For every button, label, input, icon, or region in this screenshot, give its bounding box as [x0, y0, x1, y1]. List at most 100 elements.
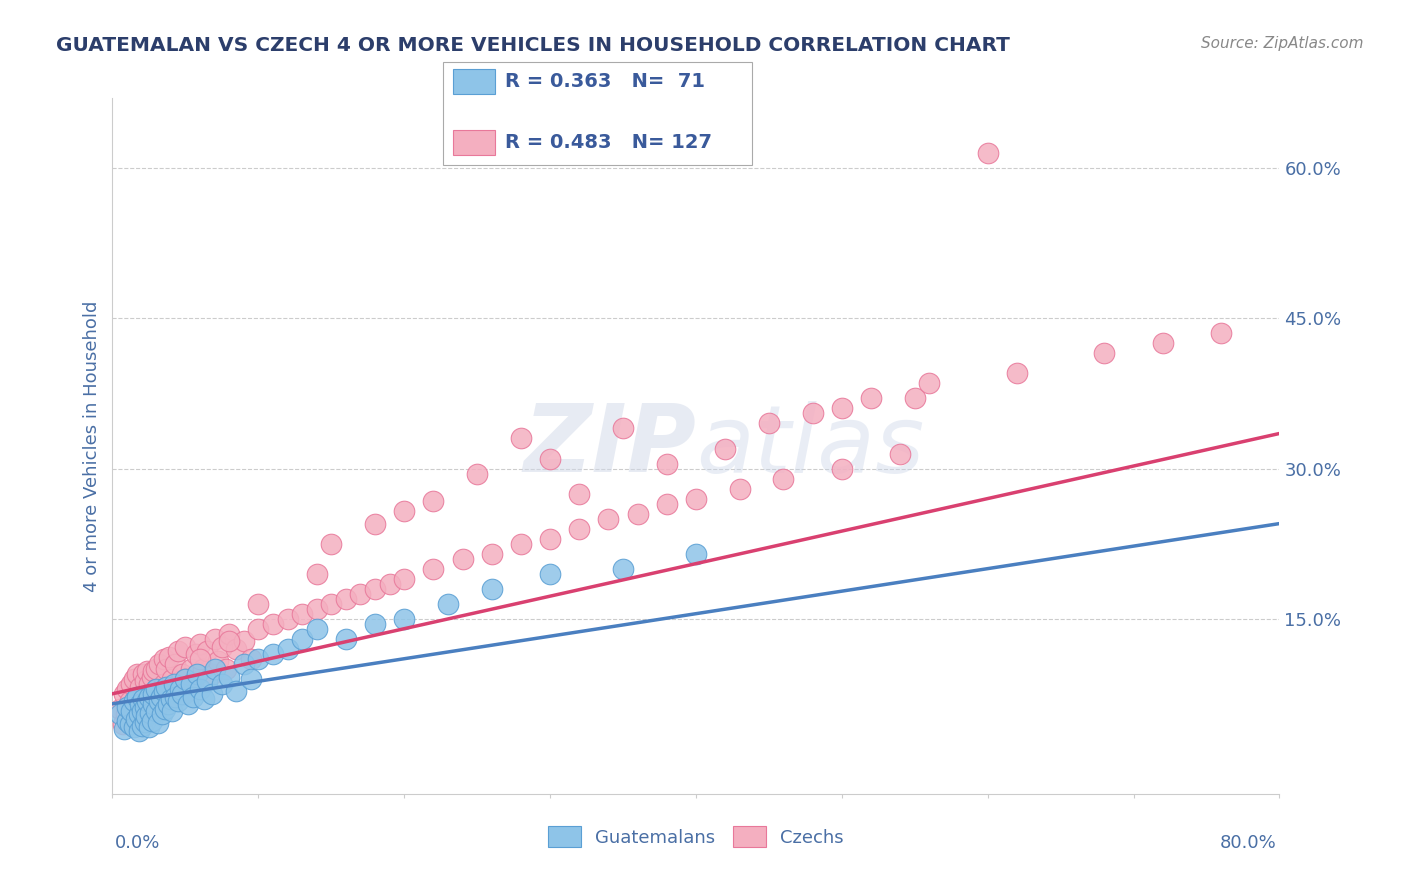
Point [108, 706, 131, 721]
Text: Source: ZipAtlas.com: Source: ZipAtlas.com [1201, 36, 1364, 51]
Point [180, 677, 202, 691]
Point [509, 432, 531, 446]
Point [758, 417, 780, 431]
Point [481, 547, 503, 561]
Point [195, 673, 218, 688]
Point [276, 612, 298, 626]
Point [131, 704, 153, 718]
Point [394, 612, 416, 626]
Point [162, 704, 184, 718]
Point [134, 699, 156, 714]
Point [131, 719, 153, 733]
Point [128, 699, 150, 714]
Point [115, 714, 138, 728]
Point [167, 644, 190, 658]
Point [831, 461, 853, 475]
Point [685, 491, 707, 506]
Point [162, 672, 184, 686]
Point [188, 651, 211, 665]
Point [166, 680, 188, 694]
Point [481, 582, 503, 596]
Point [148, 657, 170, 671]
Point [146, 715, 169, 730]
Point [240, 672, 263, 686]
Point [437, 597, 460, 611]
Point [112, 722, 135, 736]
Point [120, 704, 142, 718]
Point [181, 690, 204, 704]
Point [1152, 336, 1174, 351]
Point [149, 687, 172, 701]
Point [181, 677, 204, 691]
Point [153, 702, 176, 716]
Point [132, 691, 155, 706]
Point [148, 697, 170, 711]
Point [276, 641, 298, 656]
Point [364, 516, 387, 531]
Point [193, 691, 215, 706]
Point [225, 641, 247, 656]
Point [218, 626, 240, 640]
Point [129, 704, 152, 718]
Point [1094, 346, 1116, 360]
Point [115, 681, 138, 696]
Point [422, 561, 444, 575]
Point [125, 712, 148, 726]
Point [451, 551, 474, 566]
Point [184, 647, 207, 661]
Point [685, 547, 707, 561]
Point [114, 706, 136, 721]
Point [160, 691, 183, 706]
Point [1005, 367, 1028, 381]
Point [186, 666, 208, 681]
Point [142, 691, 165, 706]
Point [232, 633, 254, 648]
Point [157, 649, 180, 664]
Point [111, 716, 134, 731]
Point [177, 672, 200, 686]
Point [465, 467, 488, 481]
Point [132, 687, 155, 701]
Point [143, 694, 166, 708]
Point [150, 706, 173, 721]
Point [335, 632, 357, 646]
Point [174, 672, 197, 686]
Point [207, 654, 229, 668]
Point [204, 662, 226, 676]
Point [138, 690, 160, 704]
Point [124, 672, 146, 686]
Point [149, 690, 172, 704]
Point [918, 376, 941, 391]
Point [247, 651, 270, 665]
Point [152, 683, 174, 698]
Point [321, 597, 343, 611]
Point [148, 694, 170, 708]
Point [138, 677, 160, 691]
Point [128, 706, 150, 721]
Point [204, 632, 226, 646]
Point [195, 644, 218, 658]
Point [335, 591, 357, 606]
Point [801, 407, 824, 421]
Point [860, 392, 883, 406]
Point [163, 690, 186, 704]
Point [138, 720, 160, 734]
Point [538, 451, 561, 466]
Point [141, 670, 163, 684]
Point [364, 616, 387, 631]
Point [240, 651, 263, 665]
Point [127, 690, 149, 704]
Point [422, 493, 444, 508]
Point [108, 702, 131, 716]
Point [172, 687, 194, 701]
Point [232, 657, 254, 671]
Point [138, 697, 160, 711]
Point [145, 662, 167, 676]
Point [136, 704, 159, 718]
Text: GUATEMALAN VS CZECH 4 OR MORE VEHICLES IN HOUSEHOLD CORRELATION CHART: GUATEMALAN VS CZECH 4 OR MORE VEHICLES I… [56, 36, 1010, 54]
Point [136, 664, 159, 678]
Point [122, 714, 145, 728]
Point [146, 690, 169, 704]
Point [155, 680, 177, 694]
Point [172, 666, 194, 681]
